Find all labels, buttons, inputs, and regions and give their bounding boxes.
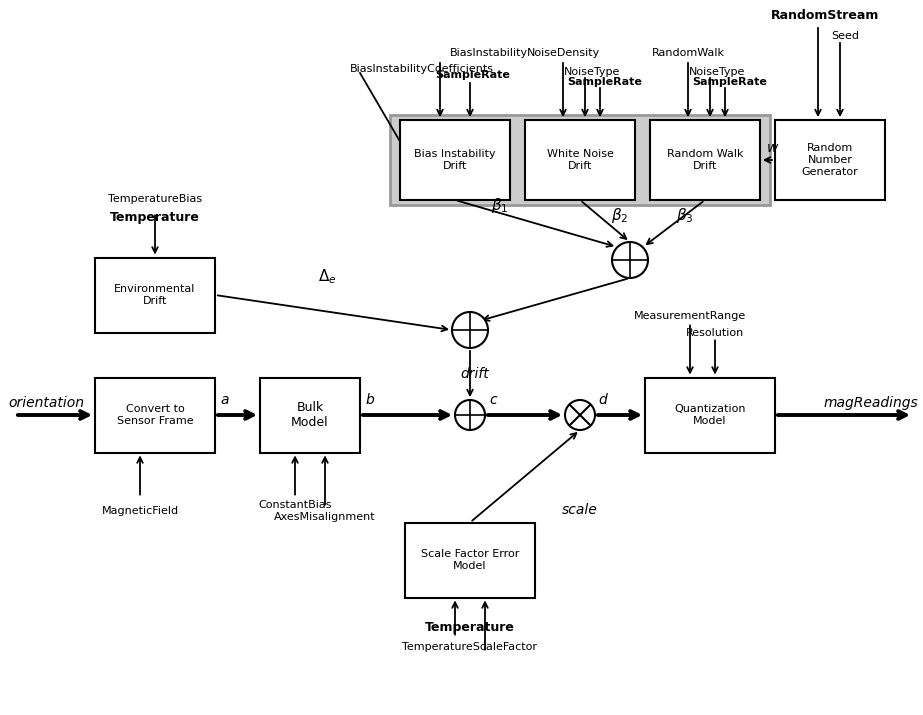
Text: Scale Factor Error
Model: Scale Factor Error Model: [421, 549, 519, 571]
Circle shape: [452, 312, 488, 348]
Bar: [775, 120, 885, 200]
Text: Seed: Seed: [831, 31, 859, 41]
Text: a: a: [221, 393, 229, 407]
Text: Bias Instability
Drift: Bias Instability Drift: [414, 149, 496, 171]
Text: $\beta_2$: $\beta_2$: [611, 205, 629, 225]
Text: NoiseType: NoiseType: [564, 67, 620, 77]
Text: Random
Number
Generator: Random Number Generator: [801, 144, 858, 177]
Bar: [390, 115, 770, 205]
Circle shape: [612, 242, 648, 278]
Text: SampleRate: SampleRate: [692, 77, 767, 87]
Text: scale: scale: [562, 503, 598, 518]
Text: BiasInstability: BiasInstability: [450, 48, 528, 58]
Text: d: d: [599, 393, 607, 407]
Text: Quantization
Model: Quantization Model: [674, 404, 746, 426]
Circle shape: [565, 400, 595, 430]
Text: NoiseType: NoiseType: [689, 67, 745, 77]
Text: NoiseDensity: NoiseDensity: [526, 48, 600, 58]
Text: magReadings: magReadings: [823, 396, 918, 410]
Text: TemperatureScaleFactor: TemperatureScaleFactor: [402, 643, 537, 653]
Text: b: b: [366, 393, 375, 407]
Text: w: w: [767, 141, 778, 155]
Text: c: c: [489, 393, 497, 407]
Bar: [525, 120, 635, 200]
Bar: [405, 523, 535, 598]
Text: BiasInstabilityCoefficients: BiasInstabilityCoefficients: [350, 64, 494, 74]
Text: SampleRate: SampleRate: [568, 77, 642, 87]
Bar: [650, 120, 760, 200]
Text: $\beta_1$: $\beta_1$: [491, 195, 509, 214]
Text: Bulk
Model: Bulk Model: [291, 401, 329, 429]
Text: MagneticField: MagneticField: [102, 506, 178, 516]
Text: Environmental
Drift: Environmental Drift: [114, 284, 196, 306]
Text: MeasurementRange: MeasurementRange: [634, 310, 746, 320]
Text: SampleRate: SampleRate: [436, 70, 510, 80]
Text: ConstantBias: ConstantBias: [258, 500, 331, 510]
Bar: [95, 378, 215, 453]
Text: Random Walk
Drift: Random Walk Drift: [666, 149, 743, 171]
Bar: [400, 120, 510, 200]
Bar: [260, 378, 360, 453]
Text: Resolution: Resolution: [686, 327, 744, 337]
Text: Convert to
Sensor Frame: Convert to Sensor Frame: [116, 404, 193, 426]
Text: orientation: orientation: [8, 396, 84, 410]
Bar: [645, 378, 775, 453]
Text: AxesMisalignment: AxesMisalignment: [274, 513, 376, 523]
Circle shape: [455, 400, 485, 430]
Text: RandomStream: RandomStream: [771, 9, 880, 21]
Text: TemperatureBias: TemperatureBias: [108, 194, 202, 204]
Text: $\Delta_e$: $\Delta_e$: [318, 267, 337, 286]
Text: RandomWalk: RandomWalk: [652, 48, 725, 58]
Text: Temperature: Temperature: [110, 211, 200, 224]
Bar: [95, 257, 215, 332]
Text: drift: drift: [461, 367, 489, 381]
Text: $\beta_3$: $\beta_3$: [677, 205, 694, 225]
Text: White Noise
Drift: White Noise Drift: [546, 149, 614, 171]
Text: Temperature: Temperature: [426, 621, 515, 634]
